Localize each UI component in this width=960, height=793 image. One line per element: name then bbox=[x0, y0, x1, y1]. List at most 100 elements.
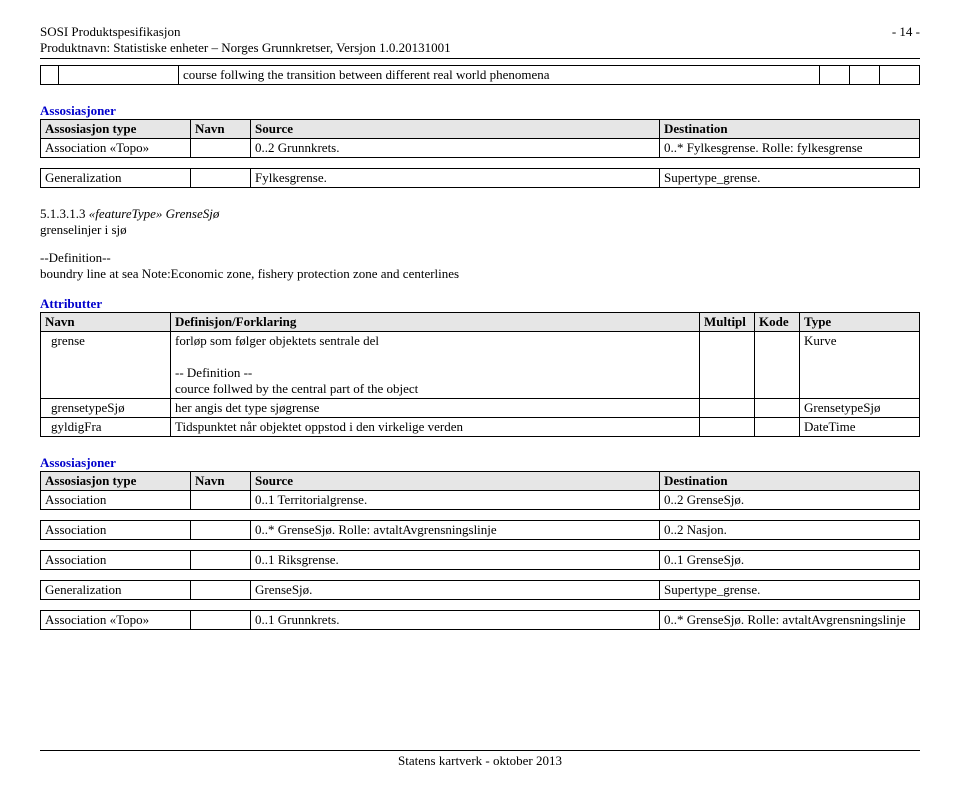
doc-header: SOSI Produktspesifikasjon - 14 - Produkt… bbox=[40, 24, 920, 59]
assoc1-table-2: Generalization Fylkesgrense. Supertype_g… bbox=[40, 168, 920, 188]
cell-type: Association «Topo» bbox=[41, 139, 191, 158]
cell-multipl bbox=[700, 332, 755, 399]
col-navn: Navn bbox=[191, 120, 251, 139]
col-source: Source bbox=[251, 120, 660, 139]
col-source: Source bbox=[251, 472, 660, 491]
table-row: Association 0..1 Riksgrense. 0..1 Grense… bbox=[41, 551, 920, 570]
cell-navn bbox=[191, 521, 251, 540]
cell-source: 0..1 Grunnkrets. bbox=[251, 611, 660, 630]
cell-dest: 0..* GrenseSjø. Rolle: avtaltAvgrensning… bbox=[660, 611, 920, 630]
cell-type: Association bbox=[41, 521, 191, 540]
assoc1-table: Assosiasjon type Navn Source Destination… bbox=[40, 119, 920, 158]
cell-multipl bbox=[700, 418, 755, 437]
cell-navn bbox=[191, 611, 251, 630]
section-number: 5.1.3.1.3 bbox=[40, 206, 86, 221]
assoc2-row-table: Association 0..* GrenseSjø. Rolle: avtal… bbox=[40, 520, 920, 540]
col-multipl: Multipl bbox=[700, 313, 755, 332]
col-type: Type bbox=[800, 313, 920, 332]
cell-navn bbox=[191, 581, 251, 600]
section-desc3: boundry line at sea Note:Economic zone, … bbox=[40, 266, 920, 282]
col-kode: Kode bbox=[755, 313, 800, 332]
table-header-row: Assosiasjon type Navn Source Destination bbox=[41, 120, 920, 139]
cell-def: her angis det type sjøgrense bbox=[171, 399, 700, 418]
col-dest: Destination bbox=[660, 120, 920, 139]
cell-navn bbox=[191, 139, 251, 158]
cell-type: Association «Topo» bbox=[41, 611, 191, 630]
cell-source: Fylkesgrense. bbox=[251, 169, 660, 188]
cell-dest: 0..2 Nasjon. bbox=[660, 521, 920, 540]
assoc2-row-table: Generalization GrenseSjø. Supertype_gren… bbox=[40, 580, 920, 600]
col-dest: Destination bbox=[660, 472, 920, 491]
cell-source: 0..2 Grunnkrets. bbox=[251, 139, 660, 158]
assoc2-row-table: Association «Topo» 0..1 Grunnkrets. 0..*… bbox=[40, 610, 920, 630]
table-header-row: Navn Definisjon/Forklaring Multipl Kode … bbox=[41, 313, 920, 332]
footer: Statens kartverk - oktober 2013 bbox=[40, 750, 920, 769]
assoc1-heading: Assosiasjoner bbox=[40, 103, 920, 119]
table-row: Association 0..* GrenseSjø. Rolle: avtal… bbox=[41, 521, 920, 540]
table-row: Association «Topo» 0..1 Grunnkrets. 0..*… bbox=[41, 611, 920, 630]
col-navn: Navn bbox=[191, 472, 251, 491]
cell-dest: Supertype_grense. bbox=[660, 581, 920, 600]
cell-type: Generalization bbox=[41, 581, 191, 600]
cell-navn: gyldigFra bbox=[41, 418, 171, 437]
col-navn: Navn bbox=[41, 313, 171, 332]
table-row: course follwing the transition between d… bbox=[41, 66, 920, 85]
cell-source: 0..1 Riksgrense. bbox=[251, 551, 660, 570]
empty-cell bbox=[880, 66, 920, 85]
page-number: - 14 - bbox=[892, 24, 920, 40]
attr-table: Navn Definisjon/Forklaring Multipl Kode … bbox=[40, 312, 920, 437]
cell-source: 0..1 Territorialgrense. bbox=[251, 491, 660, 510]
col-def: Definisjon/Forklaring bbox=[171, 313, 700, 332]
col-type: Assosiasjon type bbox=[41, 120, 191, 139]
cell-navn bbox=[191, 491, 251, 510]
cell-type: Association bbox=[41, 551, 191, 570]
cell-kode bbox=[755, 332, 800, 399]
empty-cell bbox=[59, 66, 179, 85]
header-underline bbox=[40, 58, 920, 59]
section-desc1: grenselinjer i sjø bbox=[40, 222, 920, 238]
cell-dest: 0..1 GrenseSjø. bbox=[660, 551, 920, 570]
assoc2-header-table: Assosiasjon type Navn Source Destination… bbox=[40, 471, 920, 510]
empty-cell bbox=[820, 66, 850, 85]
col-type: Assosiasjon type bbox=[41, 472, 191, 491]
empty-cell bbox=[850, 66, 880, 85]
cell-type: Generalization bbox=[41, 169, 191, 188]
cell-source: 0..* GrenseSjø. Rolle: avtaltAvgrensning… bbox=[251, 521, 660, 540]
table-header-row: Assosiasjon type Navn Source Destination bbox=[41, 472, 920, 491]
cell-type: DateTime bbox=[800, 418, 920, 437]
header-title-1: SOSI Produktspesifikasjon bbox=[40, 24, 180, 40]
cell-navn bbox=[191, 169, 251, 188]
footer-text: Statens kartverk - oktober 2013 bbox=[398, 753, 562, 768]
top-continuation-table: course follwing the transition between d… bbox=[40, 65, 920, 85]
assoc2-heading: Assosiasjoner bbox=[40, 455, 920, 471]
attr-heading: Attributter bbox=[40, 296, 920, 312]
def-line-b: -- Definition -- bbox=[175, 365, 252, 380]
cell-dest: Supertype_grense. bbox=[660, 169, 920, 188]
cell-navn: grense bbox=[41, 332, 171, 399]
table-row: grensetypeSjø her angis det type sjøgren… bbox=[41, 399, 920, 418]
cell-navn bbox=[191, 551, 251, 570]
table-row: Association «Topo» 0..2 Grunnkrets. 0..*… bbox=[41, 139, 920, 158]
cell-type: GrensetypeSjø bbox=[800, 399, 920, 418]
assoc2-row-table: Association 0..1 Riksgrense. 0..1 Grense… bbox=[40, 550, 920, 570]
table-row: gyldigFra Tidspunktet når objektet oppst… bbox=[41, 418, 920, 437]
table-row: Generalization Fylkesgrense. Supertype_g… bbox=[41, 169, 920, 188]
cell-multipl bbox=[700, 399, 755, 418]
cell-def: forløp som følger objektets sentrale del… bbox=[171, 332, 700, 399]
def-line-a: forløp som følger objektets sentrale del bbox=[175, 333, 379, 348]
empty-cell bbox=[41, 66, 59, 85]
cell-navn: grensetypeSjø bbox=[41, 399, 171, 418]
table-row: grense forløp som følger objektets sentr… bbox=[41, 332, 920, 399]
cell-kode bbox=[755, 418, 800, 437]
cell-dest: 0..2 GrenseSjø. bbox=[660, 491, 920, 510]
table-row: Generalization GrenseSjø. Supertype_gren… bbox=[41, 581, 920, 600]
header-title-2: Produktnavn: Statistiske enheter – Norge… bbox=[40, 40, 920, 56]
section-heading: 5.1.3.1.3 «featureType» GrenseSjø bbox=[40, 206, 920, 222]
cell-def: Tidspunktet når objektet oppstod i den v… bbox=[171, 418, 700, 437]
continuation-text: course follwing the transition between d… bbox=[179, 66, 820, 85]
def-line-c: cource follwed by the central part of th… bbox=[175, 381, 418, 396]
section-desc2: --Definition-- bbox=[40, 250, 920, 266]
cell-source: GrenseSjø. bbox=[251, 581, 660, 600]
section-title: «featureType» GrenseSjø bbox=[89, 206, 220, 221]
cell-kode bbox=[755, 399, 800, 418]
